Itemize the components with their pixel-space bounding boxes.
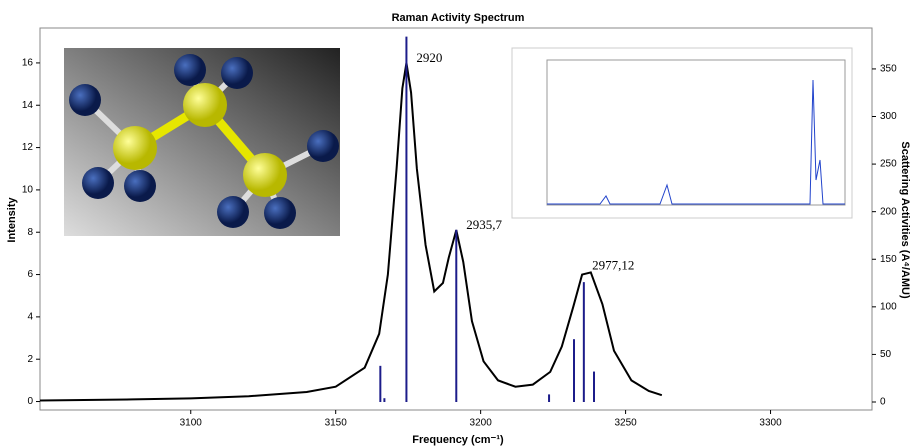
peak-annotation: 2935,7 <box>466 217 502 232</box>
y-tick-label: 16 <box>22 58 34 69</box>
y2-tick-label: 150 <box>880 254 897 265</box>
y-axis-label: Intensity <box>6 197 18 243</box>
y2-tick-label: 100 <box>880 301 897 312</box>
x-tick-label: 3250 <box>614 418 637 429</box>
y-tick-label: 6 <box>27 269 33 280</box>
y-tick-label: 4 <box>27 312 33 323</box>
x-tick-label: 3100 <box>180 418 203 429</box>
y2-axis-label: Scattering Activities (A⁴/AMU) <box>899 141 911 299</box>
x-tick-label: 3300 <box>759 418 782 429</box>
y2-tick-label: 350 <box>880 64 897 75</box>
y-tick-label: 12 <box>22 142 34 153</box>
peak-annotation: 2920 <box>416 50 442 65</box>
x-axis-label: Frequency (cm⁻¹) <box>412 434 504 446</box>
chart-title: Raman Activity Spectrum <box>392 12 525 24</box>
x-tick-label: 3200 <box>470 418 493 429</box>
x-tick-label: 3150 <box>325 418 348 429</box>
y-tick-label: 0 <box>27 396 33 407</box>
chart: Raman Activity Spectrum Frequency (cm⁻¹)… <box>0 0 917 448</box>
y2-tick-label: 250 <box>880 159 897 170</box>
peak-annotation: 2977,12 <box>592 257 634 272</box>
y2-tick-label: 50 <box>880 349 892 360</box>
y2-tick-label: 0 <box>880 397 886 408</box>
y-tick-label: 10 <box>22 185 34 196</box>
y-tick-label: 2 <box>27 354 33 365</box>
molecule-inset <box>64 48 340 236</box>
y-tick-label: 8 <box>27 227 33 238</box>
y2-tick-label: 200 <box>880 206 897 217</box>
y-tick-label: 14 <box>22 100 34 111</box>
y2-tick-label: 300 <box>880 111 897 122</box>
spectrum-inset <box>512 48 852 218</box>
